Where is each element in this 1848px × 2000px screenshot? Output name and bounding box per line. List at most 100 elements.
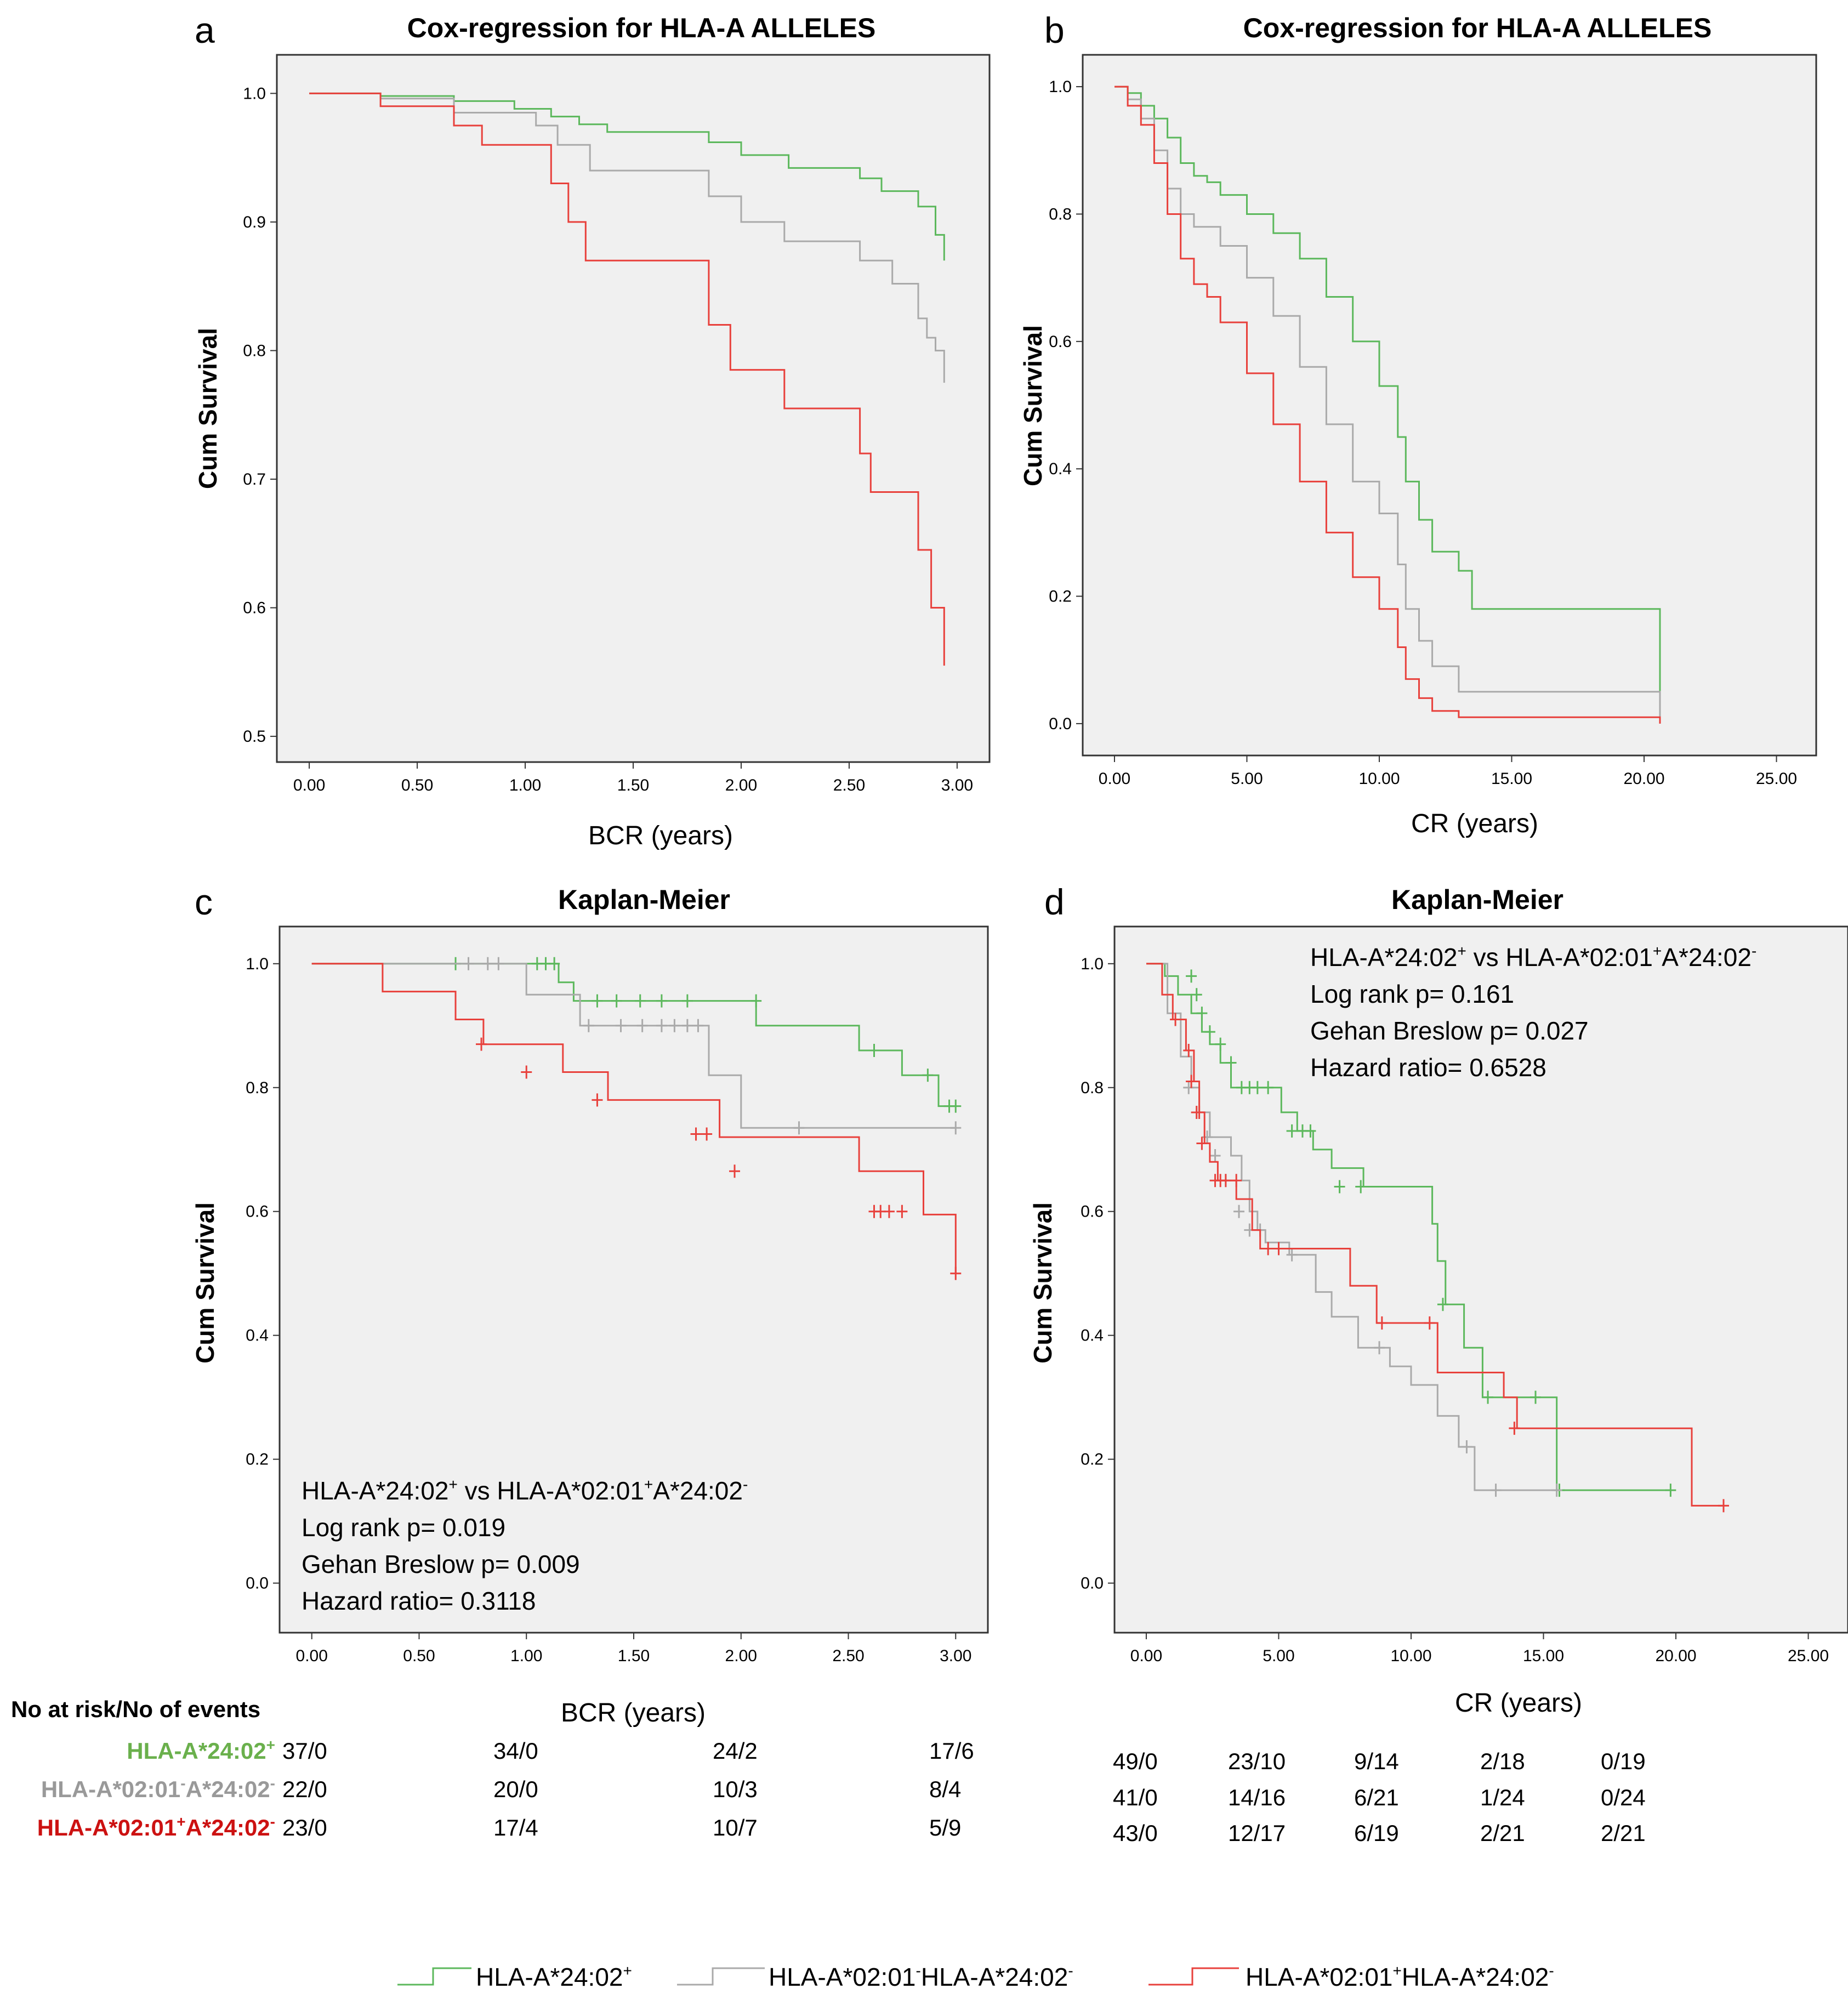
censor-mark-red <box>729 1164 741 1178</box>
panel-b-marks: 0.0 0.2 0.4 0.6 0.8 1.0 0.00 5.00 10.00 15.00 20.0… <box>1049 78 1797 788</box>
y-tick-label: 0.8 <box>1081 1079 1104 1097</box>
censor-mark-red <box>521 1065 532 1079</box>
censor-mark-grey <box>692 1019 704 1032</box>
comparison-part: vs HLA-A*02:01 <box>1466 943 1653 971</box>
panel-b: b Cox-regression for HLA-A ALLELES 0.00.… <box>1019 10 1817 838</box>
censor-mark-grey <box>1209 1149 1221 1163</box>
x-tick-label: 5.00 <box>1231 770 1263 788</box>
legend-label-green: HLA-A*24:02+ <box>476 1962 632 1991</box>
censor-mark-red <box>1231 1174 1242 1188</box>
censor-mark-grey <box>950 1121 962 1135</box>
censor-mark-green <box>549 957 560 970</box>
censor-mark-green <box>681 994 693 1008</box>
risk-cell-bcr: 10/7 <box>713 1815 758 1840</box>
legend-item-green: HLA-A*24:02+ <box>397 1962 632 1991</box>
panel-a-xlabel: BCR (years) <box>588 821 733 850</box>
x-tick-label: 3.00 <box>941 776 973 794</box>
censor-mark-grey <box>1233 1204 1245 1218</box>
y-tick-label: 0.8 <box>243 342 266 360</box>
censor-mark-green <box>1437 1298 1448 1311</box>
risk-cell-cr: 6/21 <box>1354 1785 1399 1810</box>
legend-swatch-red <box>1148 1967 1239 1986</box>
legend-swatch-grey <box>677 1967 765 1986</box>
x-tick-label: 1.50 <box>618 1647 650 1665</box>
risk-cell-bcr: 10/3 <box>713 1776 758 1802</box>
risk-cell-cr: 6/19 <box>1354 1820 1399 1846</box>
legend-part: HLA-A*24:02 <box>476 1963 623 1991</box>
y-tick-label: 0.0 <box>1049 715 1072 733</box>
label-sup: - <box>270 1813 275 1830</box>
panel-b-title: Cox-regression for HLA-A ALLELES <box>1243 13 1712 43</box>
censor-mark-green <box>1186 969 1197 983</box>
censor-mark-red <box>701 1127 713 1141</box>
panel-b-plot-area <box>1082 54 1817 757</box>
series-line-green <box>1115 86 1661 724</box>
risk-cell-cr: 9/14 <box>1354 1748 1399 1774</box>
risk-row-label-green: HLA-A*24:02+ <box>127 1736 275 1764</box>
censor-mark-red <box>1273 1242 1284 1255</box>
censor-mark-green <box>1334 1180 1345 1194</box>
risk-cell-bcr: 22/0 <box>282 1776 327 1802</box>
comparison-part: A*24:02 <box>653 1476 743 1505</box>
panel-letter-c: c <box>195 882 213 922</box>
legend-label-red: HLA-A*02:01+HLA-A*24:02- <box>1246 1962 1554 1991</box>
risk-cell-cr: 23/10 <box>1228 1748 1286 1774</box>
censor-mark-grey <box>583 1019 594 1032</box>
censor-mark-red <box>1376 1316 1388 1330</box>
censor-mark-grey <box>636 1019 648 1032</box>
censor-mark-red <box>1170 1013 1181 1026</box>
y-tick-label: 0.9 <box>243 213 266 231</box>
x-tick-label: 10.00 <box>1358 770 1400 788</box>
legend-sup: + <box>1393 1962 1402 1979</box>
censor-mark-green <box>868 1043 880 1057</box>
panel-d: d Kaplan-Meier 0.0 0.2 0.4 0.6 0.8 1.0 0.00 5.0… <box>1028 882 1848 1718</box>
x-tick-label: 0.50 <box>401 776 433 794</box>
y-tick-label: 1.0 <box>243 84 266 103</box>
panel-c-hazard: Hazard ratio= 0.3118 <box>302 1587 536 1615</box>
censor-mark-grey <box>1490 1484 1502 1497</box>
risk-cell-cr: 41/0 <box>1113 1785 1158 1810</box>
censor-mark-red <box>476 1037 487 1051</box>
censor-mark-red <box>1183 1043 1195 1057</box>
risk-cell-cr: 2/18 <box>1480 1748 1525 1774</box>
x-tick-label: 0.50 <box>403 1647 435 1665</box>
panel-d-logrank: Log rank p= 0.161 <box>1310 980 1514 1008</box>
risk-cell-bcr: 23/0 <box>282 1815 327 1840</box>
x-tick-label: 20.00 <box>1655 1647 1696 1665</box>
y-tick-label: 0.2 <box>1081 1451 1104 1469</box>
panel-d-marks: 0.0 0.2 0.4 0.6 0.8 1.0 0.00 5.00 10.00 15.00 20.0… <box>1081 955 1829 1665</box>
censor-mark-green <box>611 994 622 1008</box>
risk-cell-bcr: 34/0 <box>493 1738 538 1764</box>
risk-table: No at risk/No of events HLA-A*24:02+ HLA… <box>11 1696 1646 1846</box>
censor-mark-green <box>1305 1124 1316 1138</box>
legend-part: HLA-A*24:02 <box>1402 1963 1549 1991</box>
risk-cell-cr: 0/19 <box>1601 1748 1646 1774</box>
panel-a-title: Cox-regression for HLA-A ALLELES <box>407 13 876 43</box>
risk-cell-cr: 49/0 <box>1113 1748 1158 1774</box>
censor-mark-red <box>1193 1105 1205 1119</box>
panel-c-marks: 0.0 0.2 0.4 0.6 0.8 1.0 0.00 0.50 1.00 1.50 2.00 2.… <box>246 955 971 1665</box>
y-tick-label: 0.4 <box>246 1327 269 1345</box>
risk-table-cells: 37/0 34/0 24/2 17/6 22/0 20/0 10/3 8/4 23/0 17/4 1… <box>282 1738 1646 1846</box>
censor-mark-green <box>1286 1124 1298 1138</box>
censor-mark-red <box>883 1204 895 1218</box>
censor-mark-red <box>896 1204 908 1218</box>
y-tick-label: 0.0 <box>246 1575 269 1593</box>
legend-part: HLA-A*02:01 <box>1246 1963 1393 1991</box>
y-tick-label: 0.6 <box>243 599 266 617</box>
censor-mark-grey <box>1374 1341 1385 1355</box>
legend-sup: + <box>623 1962 632 1979</box>
x-tick-label: 1.00 <box>509 776 541 794</box>
y-tick-label: 0.0 <box>1081 1575 1104 1593</box>
risk-cell-bcr: 20/0 <box>493 1776 538 1802</box>
x-tick-label: 5.00 <box>1263 1647 1294 1665</box>
panel-a-plot-area <box>276 54 991 763</box>
comparison-sup: - <box>1752 942 1756 959</box>
series-line-red <box>309 92 945 666</box>
y-tick-label: 0.7 <box>243 470 266 488</box>
risk-cell-cr: 14/16 <box>1228 1785 1286 1810</box>
legend-swatch-green <box>397 1967 471 1986</box>
panel-d-gehan: Gehan Breslow p= 0.027 <box>1310 1016 1589 1045</box>
censor-mark-grey <box>1202 1130 1213 1144</box>
x-tick-label: 15.00 <box>1491 770 1532 788</box>
